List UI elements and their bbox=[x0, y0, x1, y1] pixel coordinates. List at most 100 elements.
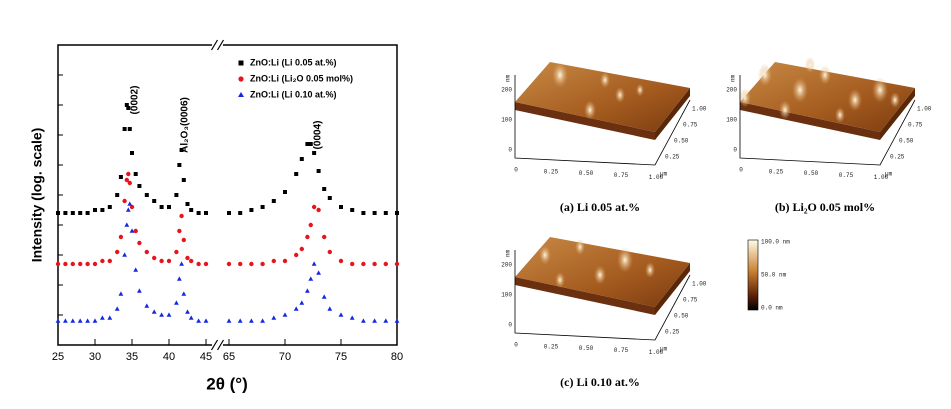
afm-y-tick: 0.75 bbox=[683, 122, 698, 129]
afm-surface-side bbox=[880, 88, 915, 140]
afm-z-unit: nm bbox=[505, 74, 512, 82]
afm-peak bbox=[615, 87, 625, 103]
data-point bbox=[137, 288, 142, 293]
data-point bbox=[137, 240, 142, 246]
afm-x-tick: 0.25 bbox=[769, 168, 784, 175]
data-point bbox=[185, 255, 190, 261]
afm-y-tick: 0.25 bbox=[890, 154, 905, 161]
afm-peak bbox=[872, 77, 888, 103]
afm-z-tick: 200 bbox=[501, 262, 512, 269]
data-point bbox=[114, 306, 120, 311]
x-tick-label: 70 bbox=[279, 351, 291, 363]
colorbar-label: 100.0 nm bbox=[761, 239, 790, 246]
afm-unit: µm bbox=[660, 346, 668, 353]
data-point bbox=[226, 261, 232, 267]
afm-surface-side bbox=[655, 263, 690, 315]
data-point bbox=[260, 261, 265, 267]
data-point bbox=[151, 309, 157, 314]
data-point bbox=[339, 205, 343, 209]
afm-x-tick: 0.75 bbox=[614, 172, 629, 179]
afm-x-tick: 0.50 bbox=[579, 170, 594, 177]
afm-panel: 200 100 0 nm 0 0.25 0.50 0.75 1.00 0.25 0.50 0.75 1.… bbox=[726, 57, 932, 214]
data-point bbox=[196, 261, 201, 267]
data-point bbox=[159, 258, 164, 264]
data-point bbox=[174, 193, 179, 197]
data-point bbox=[166, 312, 172, 317]
data-point bbox=[174, 300, 179, 305]
data-point bbox=[338, 258, 344, 264]
data-point bbox=[260, 318, 265, 323]
data-point bbox=[311, 261, 317, 266]
data-point bbox=[179, 213, 184, 219]
afm-caption: (a) Li 0.05 at.% bbox=[560, 200, 640, 214]
afm-unit: µm bbox=[660, 171, 668, 178]
data-point bbox=[238, 261, 243, 267]
afm-y-tick: 0.50 bbox=[674, 313, 689, 320]
afm-peak bbox=[779, 100, 791, 120]
data-point bbox=[85, 211, 90, 215]
data-point bbox=[188, 315, 194, 320]
afm-peak bbox=[805, 57, 815, 73]
afm-peak bbox=[539, 245, 551, 265]
data-point bbox=[316, 207, 321, 213]
peak-annotation: (0002) bbox=[130, 86, 141, 115]
data-point bbox=[144, 193, 149, 197]
data-point bbox=[159, 312, 164, 317]
peak-annotation: (0004) bbox=[313, 121, 324, 150]
data-point bbox=[189, 208, 194, 212]
afm-peak bbox=[636, 83, 644, 97]
data-point bbox=[282, 258, 288, 264]
afm-peak bbox=[792, 77, 808, 103]
data-point bbox=[118, 175, 123, 179]
data-point bbox=[78, 211, 83, 215]
afm-y-tick: 1.00 bbox=[692, 106, 707, 113]
afm-y-tick: 1.00 bbox=[917, 106, 932, 113]
afm-z-tick: 200 bbox=[501, 87, 512, 94]
afm-peak bbox=[819, 65, 831, 85]
data-point bbox=[100, 258, 105, 264]
data-point bbox=[124, 177, 130, 183]
data-point bbox=[271, 199, 276, 203]
afm-y-tick: 0.25 bbox=[665, 154, 680, 161]
afm-z-tick: 0 bbox=[508, 322, 512, 329]
data-point bbox=[129, 204, 135, 210]
afm-x-tick: 0.50 bbox=[579, 345, 594, 352]
data-point bbox=[299, 157, 304, 161]
data-point bbox=[63, 318, 68, 323]
data-point bbox=[204, 211, 208, 215]
data-point bbox=[137, 184, 142, 188]
data-point bbox=[282, 312, 288, 317]
afm-peak bbox=[758, 63, 772, 87]
data-point bbox=[118, 291, 124, 296]
axis-break-gap bbox=[212, 42, 223, 48]
data-point bbox=[395, 211, 399, 215]
data-point bbox=[174, 249, 179, 255]
data-point bbox=[133, 267, 139, 272]
afm-peak bbox=[645, 262, 655, 278]
x-tick-label: 30 bbox=[89, 351, 101, 363]
data-point bbox=[305, 288, 310, 293]
afm-z-tick: 0 bbox=[508, 147, 512, 154]
legend-marker bbox=[238, 76, 244, 82]
data-point bbox=[55, 261, 61, 267]
data-point bbox=[271, 315, 277, 320]
data-point bbox=[159, 205, 164, 209]
data-point bbox=[372, 211, 377, 215]
afm-surface bbox=[740, 62, 915, 132]
data-point bbox=[327, 306, 333, 311]
data-point bbox=[372, 261, 377, 267]
data-point bbox=[196, 211, 201, 215]
afm-peak bbox=[739, 88, 751, 108]
data-point bbox=[56, 211, 60, 215]
data-point bbox=[293, 306, 299, 311]
data-point bbox=[127, 201, 133, 206]
data-point bbox=[176, 276, 182, 281]
afm-peak bbox=[617, 247, 633, 273]
data-point bbox=[107, 258, 113, 264]
data-point bbox=[185, 202, 190, 206]
data-point bbox=[305, 142, 310, 146]
data-point bbox=[63, 211, 68, 215]
legend-label: ZnO:Li (Li₂O 0.05 mol%) bbox=[250, 73, 353, 83]
data-point bbox=[126, 171, 131, 177]
data-point bbox=[93, 208, 97, 212]
